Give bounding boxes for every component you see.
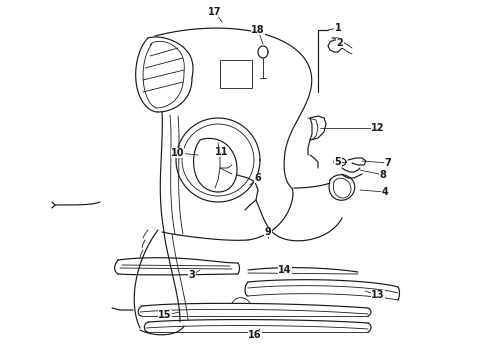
- Text: 16: 16: [248, 330, 262, 340]
- Text: 5: 5: [335, 157, 342, 167]
- Text: 4: 4: [382, 187, 389, 197]
- Text: 6: 6: [255, 173, 261, 183]
- Text: 2: 2: [337, 38, 343, 48]
- Text: 9: 9: [265, 227, 271, 237]
- Text: 3: 3: [189, 270, 196, 280]
- Text: 11: 11: [215, 147, 229, 157]
- Text: 13: 13: [371, 290, 385, 300]
- Text: 17: 17: [208, 7, 222, 17]
- Text: 12: 12: [371, 123, 385, 133]
- Text: 8: 8: [380, 170, 387, 180]
- Text: 18: 18: [251, 25, 265, 35]
- Text: 7: 7: [385, 158, 392, 168]
- Text: 1: 1: [335, 23, 342, 33]
- Text: 15: 15: [158, 310, 172, 320]
- Bar: [220, 60, 252, 88]
- Text: 10: 10: [171, 148, 185, 158]
- Text: 14: 14: [278, 265, 292, 275]
